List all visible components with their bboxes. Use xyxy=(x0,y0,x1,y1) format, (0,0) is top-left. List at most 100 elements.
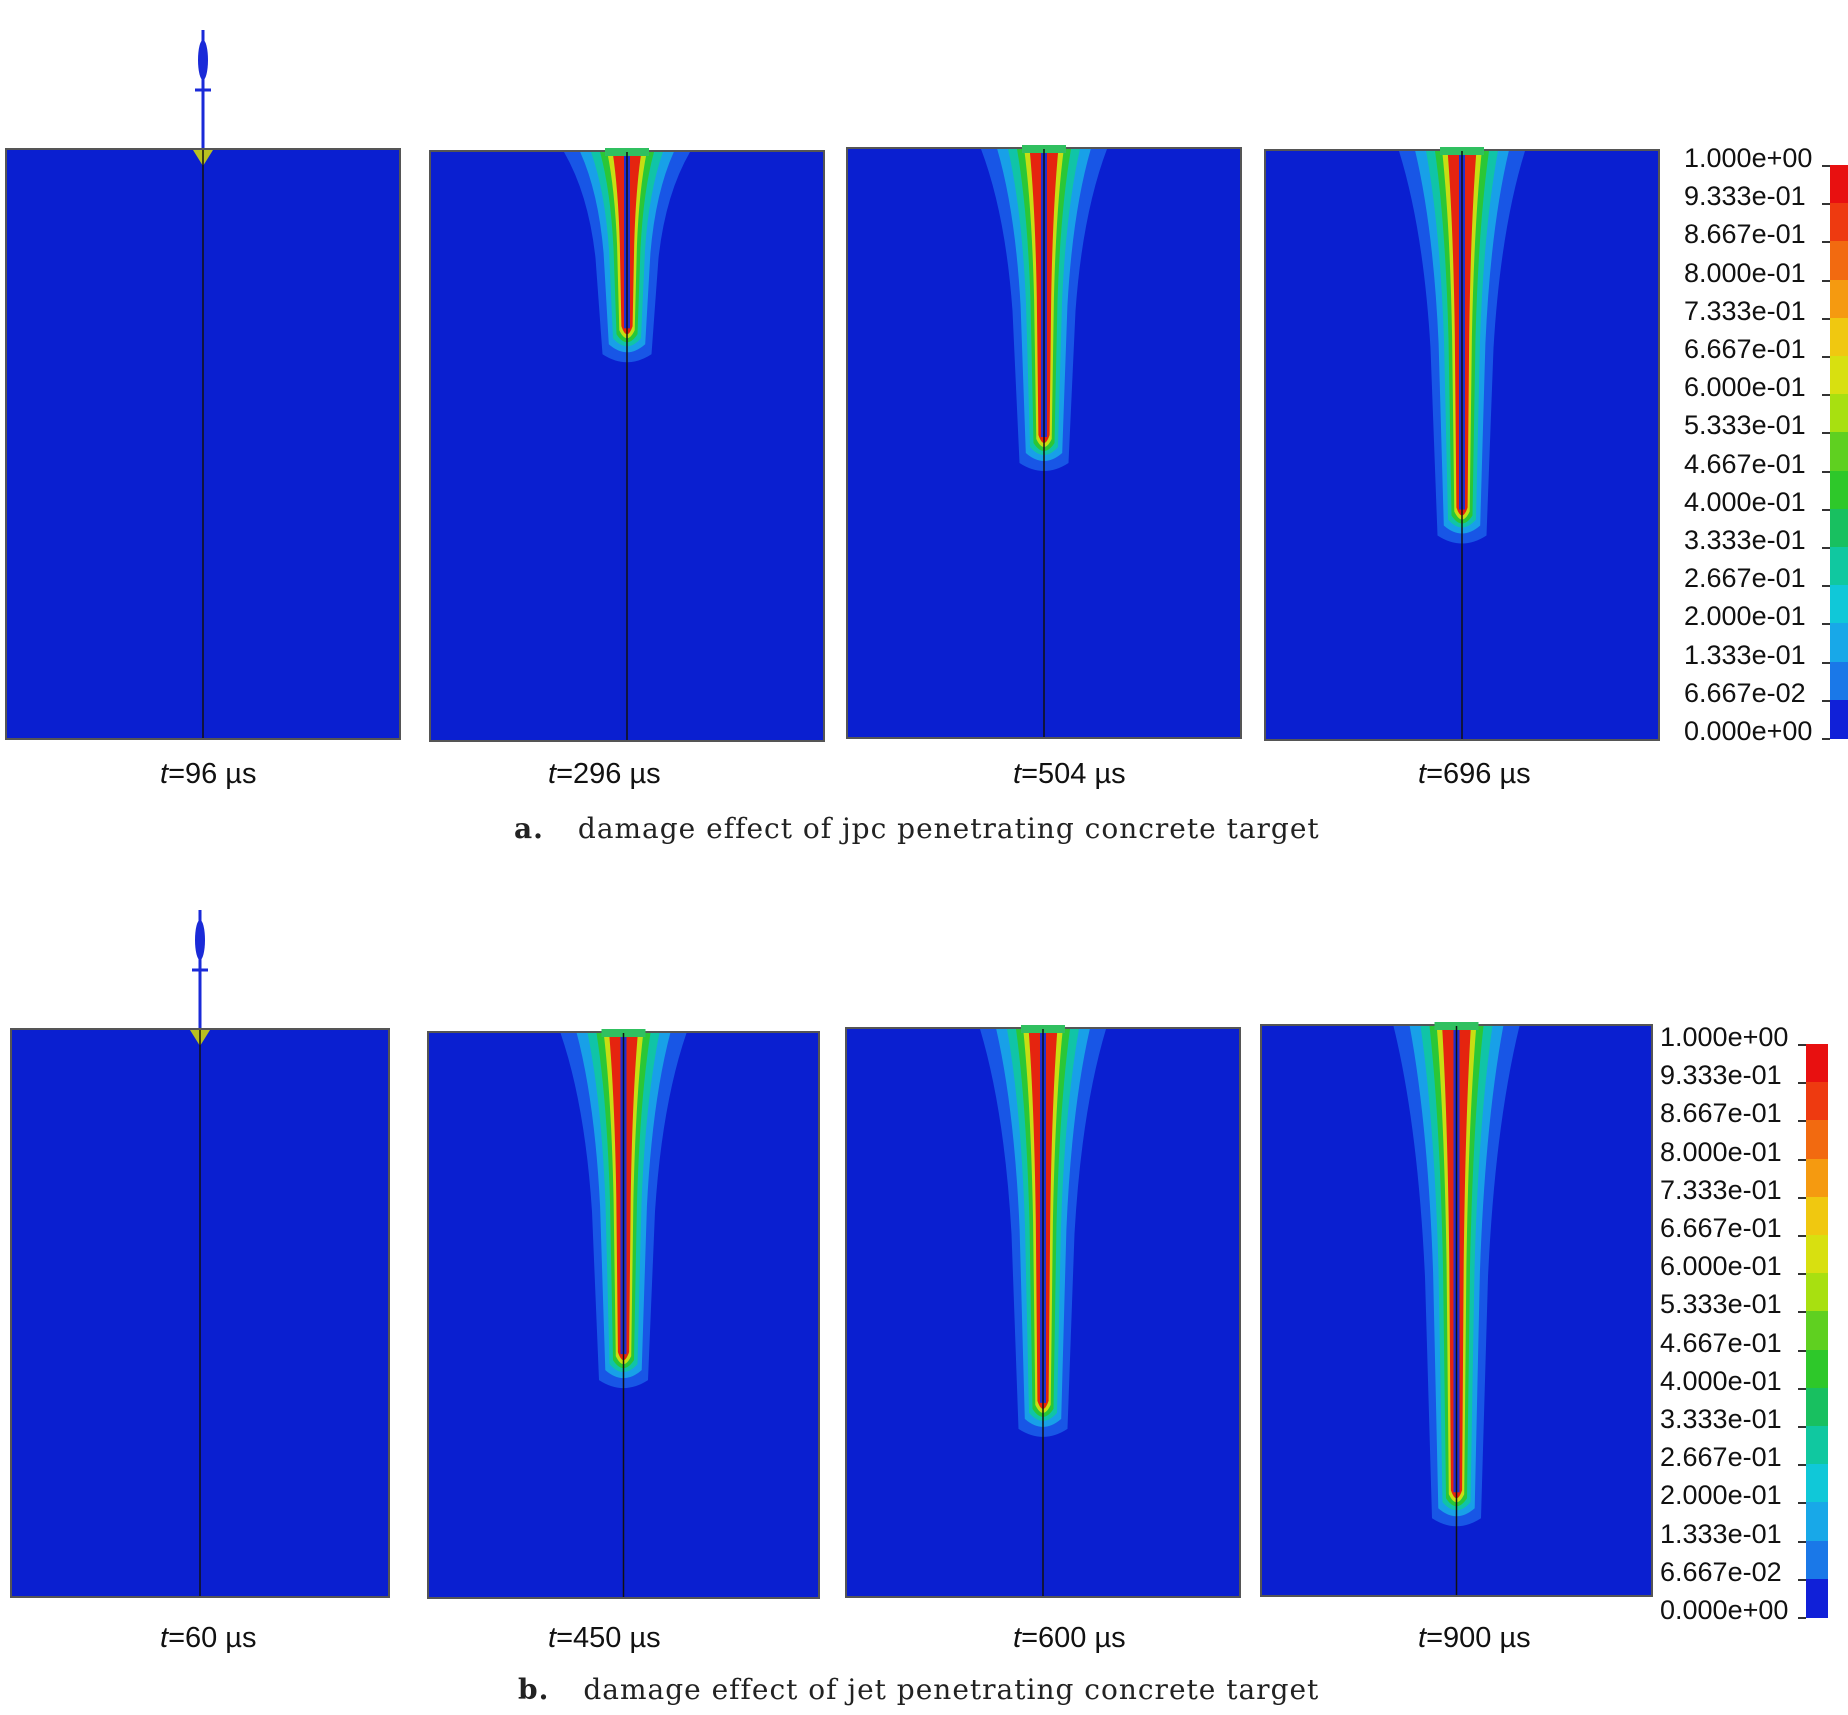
simulation-frame-a4 xyxy=(1264,147,1660,741)
colorbar-segment xyxy=(1830,432,1848,472)
legend-tick xyxy=(1798,1617,1806,1619)
legend-value: 9.333e-01 xyxy=(1660,1060,1782,1091)
legend-tick xyxy=(1822,585,1830,588)
damage-contour xyxy=(980,1025,1106,1596)
legend-value: 4.000e-01 xyxy=(1684,486,1806,517)
legend-tick xyxy=(1798,1540,1806,1543)
time-label-b2: t=450 µs xyxy=(548,1622,661,1654)
colorbar-segment xyxy=(1806,1540,1828,1580)
colorbar-segment xyxy=(1830,585,1848,625)
legend-value: 6.667e-02 xyxy=(1684,677,1806,708)
legend-value: 4.000e-01 xyxy=(1660,1365,1782,1396)
simulation-frame-b2 xyxy=(427,1029,820,1599)
time-label-b4: t=900 µs xyxy=(1418,1622,1531,1654)
legend-value: 8.000e-01 xyxy=(1684,257,1806,288)
legend-value: 1.333e-01 xyxy=(1684,639,1806,670)
damage-contour xyxy=(564,148,690,740)
damage-contour xyxy=(560,1029,687,1597)
simulation-frame-b3 xyxy=(845,1025,1241,1598)
legend-value: 0.000e+00 xyxy=(1684,716,1813,746)
colorbar-segment xyxy=(1806,1578,1828,1618)
colorbar-segment xyxy=(1806,1158,1828,1198)
legend-value: 9.333e-01 xyxy=(1684,181,1806,212)
colorbar-segment xyxy=(1806,1502,1828,1542)
legend-value: 6.667e-01 xyxy=(1660,1213,1782,1243)
legend-value: 2.000e-01 xyxy=(1684,601,1806,632)
legend-tick xyxy=(1822,317,1830,320)
projectile-head xyxy=(195,920,205,960)
caption-b: b. damage effect of jet penetrating concr… xyxy=(518,1673,1320,1706)
colorbar-segment xyxy=(1806,1387,1828,1427)
colorbar-segment xyxy=(1830,317,1848,357)
time-label-a1: t=96 µs xyxy=(160,758,257,790)
legend-tick xyxy=(1822,165,1830,167)
colorbar xyxy=(1830,165,1848,739)
legend-tick xyxy=(1798,1311,1806,1314)
legend-value: 2.667e-01 xyxy=(1660,1442,1782,1473)
legend-tick xyxy=(1798,1464,1806,1467)
time-label-b1: t=60 µs xyxy=(160,1622,257,1654)
simulation-frame-b4 xyxy=(1260,1022,1653,1597)
colorbar-segment xyxy=(1806,1349,1828,1389)
simulation-frame-a3 xyxy=(846,145,1242,739)
colorbar-segment xyxy=(1806,1426,1828,1466)
legend-tick xyxy=(1798,1235,1806,1237)
colorbar-segment xyxy=(1806,1464,1828,1504)
legend-tick xyxy=(1822,356,1830,358)
legend-value: 1.000e+00 xyxy=(1684,143,1813,173)
legend-tick xyxy=(1822,623,1830,626)
legend-value: 2.000e-01 xyxy=(1660,1480,1782,1511)
legend-tick xyxy=(1822,547,1830,549)
legend-value: 0.000e+00 xyxy=(1660,1595,1789,1625)
legend-value: 4.667e-01 xyxy=(1660,1327,1782,1358)
colorbar-segment xyxy=(1830,394,1848,434)
colorbar-segment xyxy=(1806,1311,1828,1351)
legend-tick xyxy=(1798,1120,1806,1123)
legend-tick xyxy=(1798,1158,1806,1161)
legend-value: 4.667e-01 xyxy=(1684,448,1806,479)
colorbar-segment xyxy=(1830,623,1848,663)
damage-contour xyxy=(190,910,210,1596)
colorbar-segment xyxy=(1830,241,1848,281)
legend-value: 1.000e+00 xyxy=(1660,1022,1789,1052)
legend-value: 7.333e-01 xyxy=(1684,295,1806,326)
colorbar-segment xyxy=(1830,547,1848,587)
legend-value: 8.000e-01 xyxy=(1660,1136,1782,1167)
legend-tick xyxy=(1822,699,1830,702)
time-label-a3: t=504 µs xyxy=(1013,758,1126,790)
legend-tick xyxy=(1798,1426,1806,1428)
legend-value: 6.000e-01 xyxy=(1660,1251,1782,1282)
legend-tick xyxy=(1822,279,1830,282)
time-label-b3: t=600 µs xyxy=(1013,1622,1126,1654)
colorbar-segment xyxy=(1830,356,1848,396)
time-label-a2: t=296 µs xyxy=(548,758,661,790)
simulation-frame-a1 xyxy=(5,30,401,740)
legend-value: 5.333e-01 xyxy=(1660,1289,1782,1320)
legend-value: 6.000e-01 xyxy=(1684,372,1806,403)
legend-tick xyxy=(1798,1082,1806,1085)
colorbar-segment xyxy=(1830,203,1848,243)
legend-tick xyxy=(1822,203,1830,206)
legend-value: 7.333e-01 xyxy=(1660,1174,1782,1205)
legend-tick xyxy=(1822,661,1830,664)
caption-a: a. damage effect of jpc penetrating concr… xyxy=(514,812,1320,845)
legend-tick xyxy=(1822,241,1830,244)
legend-value: 5.333e-01 xyxy=(1684,410,1806,441)
legend-value: 3.333e-01 xyxy=(1684,525,1806,555)
colorbar-segment xyxy=(1830,279,1848,319)
simulation-frame-b1 xyxy=(10,910,390,1598)
legend-tick xyxy=(1798,1044,1806,1046)
damage-contour xyxy=(981,145,1107,737)
colorbar-segment xyxy=(1830,165,1848,205)
damage-contour xyxy=(1393,1022,1520,1595)
legend-value: 6.667e-01 xyxy=(1684,334,1806,364)
legend-tick xyxy=(1798,1578,1806,1581)
colorbar-segment xyxy=(1830,661,1848,701)
legend-tick xyxy=(1798,1349,1806,1352)
legend-tick xyxy=(1798,1273,1806,1276)
legend-tick xyxy=(1822,738,1830,740)
legend-tick xyxy=(1798,1196,1806,1199)
legend-value: 8.667e-01 xyxy=(1684,219,1806,250)
legend-tick xyxy=(1798,1502,1806,1505)
legend-value: 1.333e-01 xyxy=(1660,1518,1782,1549)
